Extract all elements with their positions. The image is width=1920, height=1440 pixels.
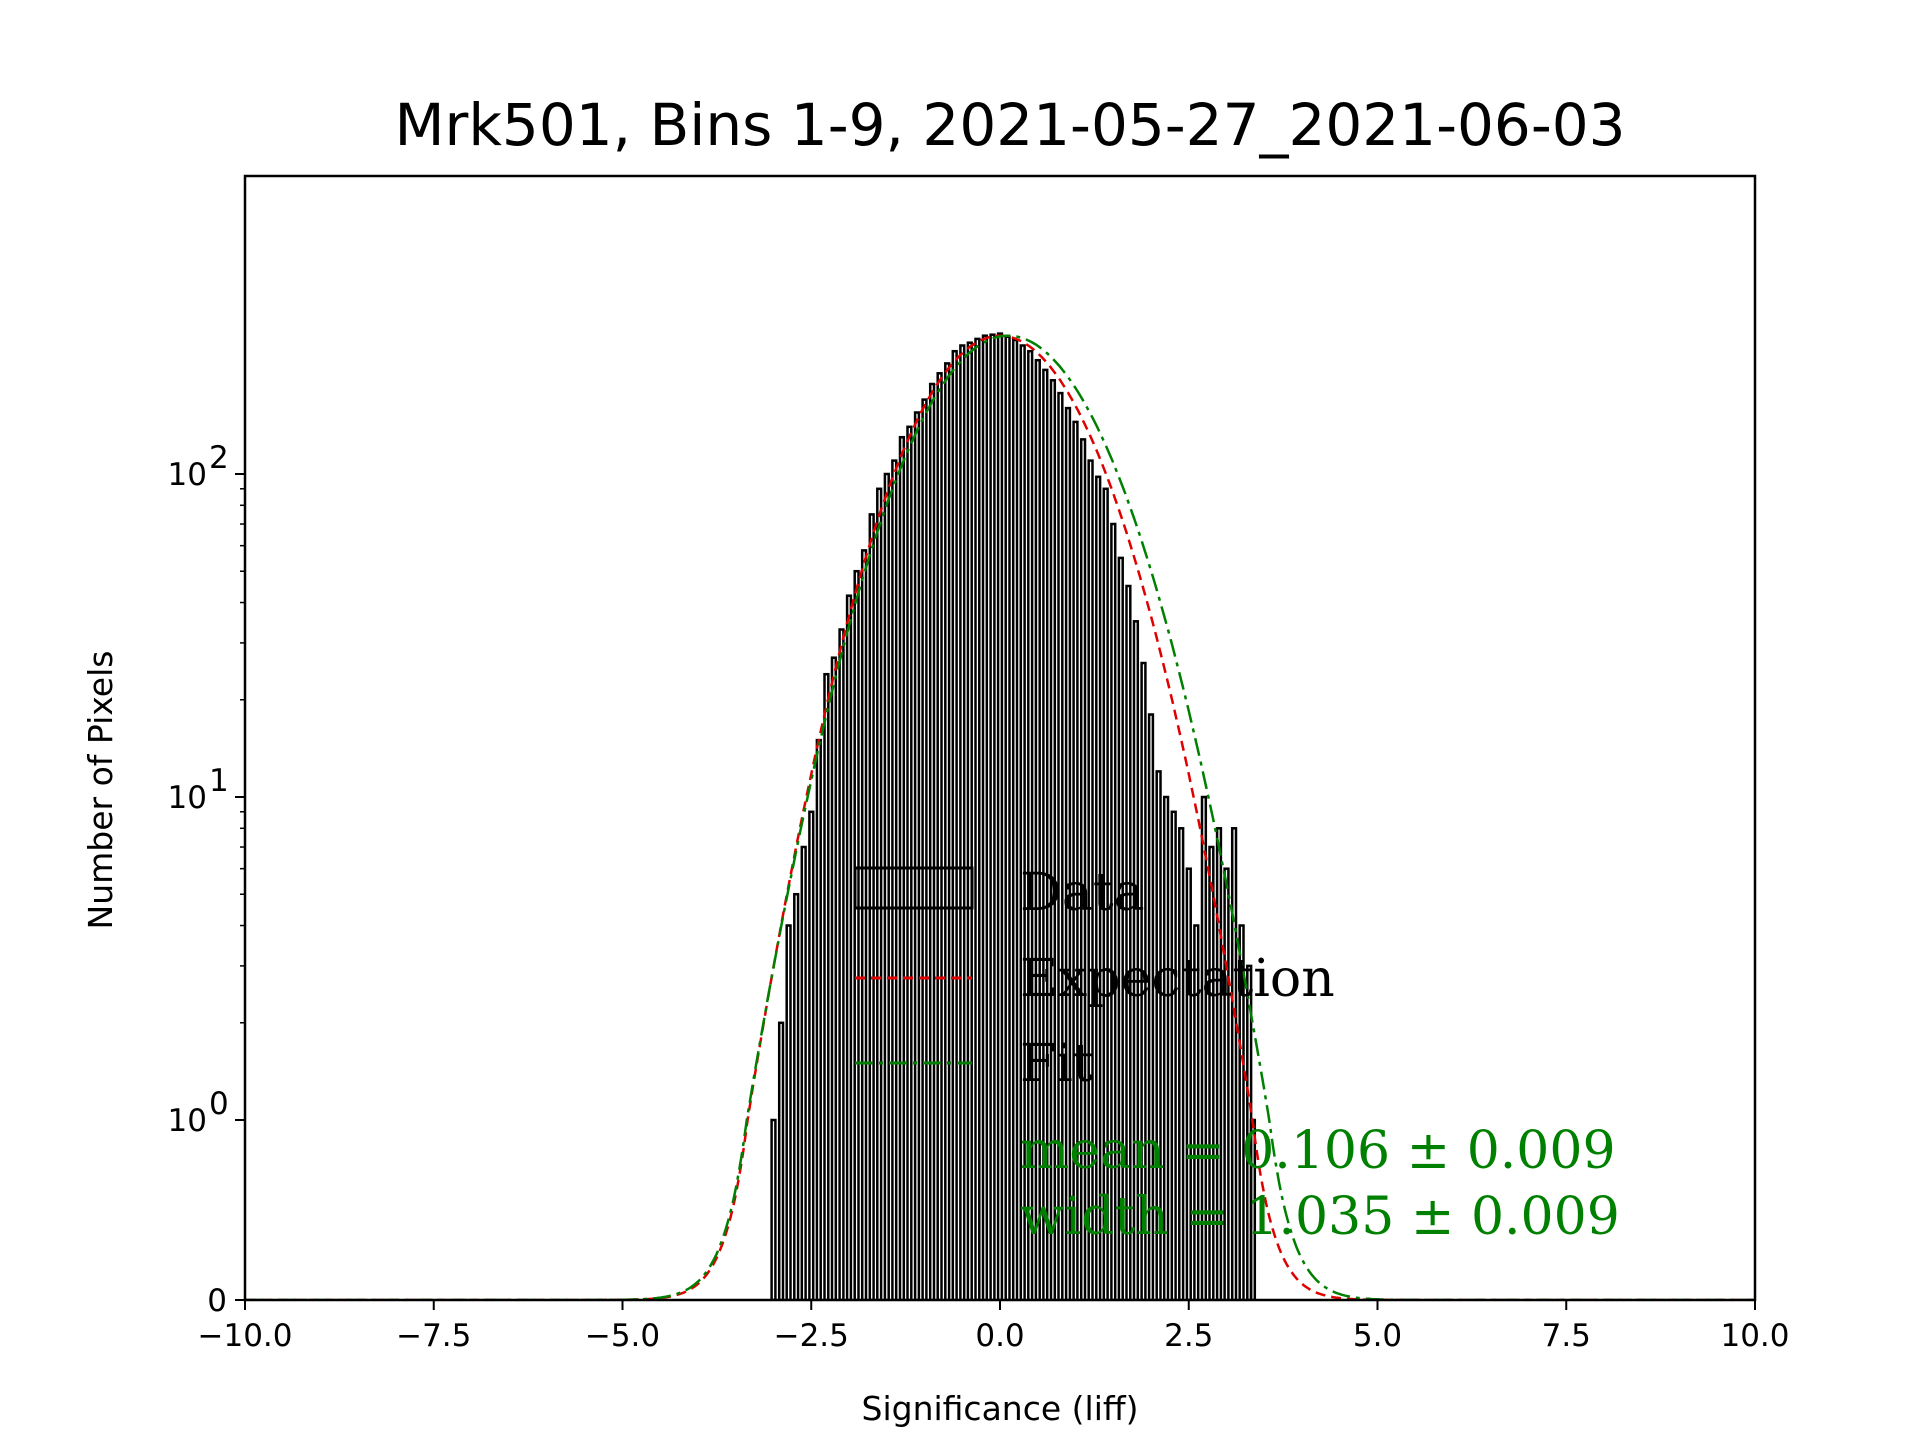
histogram-bar [838, 628, 845, 1300]
histogram-bar [1125, 584, 1132, 1300]
histogram-bar [815, 738, 822, 1300]
histogram-bar [1110, 522, 1117, 1300]
histogram-bar [959, 344, 966, 1300]
histogram-bar [1140, 661, 1147, 1300]
histogram-bar [1057, 391, 1064, 1300]
histogram-bar [1178, 827, 1185, 1300]
histogram-bar [1019, 344, 1026, 1300]
histogram-bar [1162, 795, 1170, 1300]
legend-swatch-data [853, 866, 974, 910]
legend-label-fit: Fit [1020, 1034, 1094, 1094]
histogram-bar [785, 924, 792, 1300]
histogram-bar [860, 549, 868, 1300]
histogram-bar [1027, 349, 1034, 1300]
histogram-bar [1215, 827, 1223, 1300]
histogram-bar [928, 382, 936, 1300]
x-tick-label: 10.0 [1720, 1318, 1789, 1354]
y-tick-exponent: 0 [209, 1086, 229, 1122]
histogram-bar [777, 1021, 785, 1300]
histogram-bar [981, 334, 989, 1300]
histogram-bar [951, 349, 958, 1300]
histogram-bar [891, 459, 898, 1300]
histogram-bar [1193, 924, 1200, 1300]
legend: Data Expectation Fit [853, 863, 1335, 1094]
histogram-bar [1102, 487, 1109, 1300]
x-tick-label: −2.5 [774, 1318, 849, 1354]
x-tick-label: 7.5 [1542, 1318, 1591, 1354]
legend-label-data: Data [1020, 863, 1145, 923]
histogram-bar [1200, 795, 1208, 1300]
histogram-bar [1095, 475, 1102, 1300]
histogram-bar [853, 569, 860, 1300]
y-tick-label: 10 [168, 1103, 207, 1139]
histogram-bar [1087, 459, 1094, 1300]
histogram-bar [1208, 845, 1215, 1300]
histogram-bar [1064, 406, 1072, 1300]
chart-title: Mrk501, Bins 1-9, 2021-05-27_2021-06-03 [394, 91, 1625, 159]
histogram-bar [966, 341, 973, 1300]
y-tick-exponent: 2 [209, 440, 229, 476]
y-tick-label: 10 [168, 457, 207, 493]
histogram-bar [830, 656, 838, 1300]
histogram-bar [974, 337, 981, 1300]
x-tick-label: −10.0 [198, 1318, 293, 1354]
x-tick-label: 2.5 [1164, 1318, 1213, 1354]
histogram-bar [1223, 867, 1230, 1300]
histogram-bar [936, 372, 943, 1300]
histogram-bar [1034, 358, 1041, 1300]
x-tick-label: −5.0 [585, 1318, 660, 1354]
histogram-bar [1147, 713, 1155, 1300]
y-axis-label: Number of Pixels [81, 651, 120, 930]
histogram-bar [845, 594, 853, 1300]
histogram-bar [1230, 827, 1238, 1300]
histogram-bar [800, 845, 807, 1300]
histogram-bar [1238, 924, 1245, 1300]
x-tick-label: −7.5 [396, 1318, 471, 1354]
fit-width-annotation: width = 1.035 ± 0.009 [1020, 1187, 1620, 1247]
histogram-bar [1170, 810, 1177, 1300]
histogram-bar [883, 472, 890, 1300]
x-tick-label: 0.0 [975, 1318, 1024, 1354]
histogram-bar [808, 810, 815, 1300]
histogram-bar [989, 333, 996, 1300]
histogram-bar [770, 1118, 777, 1300]
x-axis: −10.0 −7.5 −5.0 −2.5 0.0 2.5 5.0 7.5 10.0 [198, 1300, 1790, 1354]
legend-label-expectation: Expectation [1020, 949, 1335, 1009]
histogram-bar [944, 362, 951, 1300]
histogram-bar [1155, 770, 1162, 1300]
histogram-bar [921, 398, 928, 1300]
fit-mean-annotation: mean = 0.106 ± 0.009 [1020, 1121, 1616, 1181]
histogram-bar [793, 892, 800, 1300]
histogram-bar [913, 411, 921, 1300]
x-axis-label: Significance (liff) [862, 1389, 1139, 1428]
fit-curve [245, 334, 1755, 1300]
histogram-bar [1011, 338, 1019, 1300]
y-tick-exponent: 1 [209, 763, 229, 799]
histogram-bar [1117, 556, 1124, 1300]
histogram-bar [876, 487, 883, 1300]
histogram-bar [1049, 379, 1057, 1300]
histogram-bar [906, 425, 913, 1300]
y-tick-label: 0 [207, 1283, 227, 1319]
y-tick-label: 10 [168, 780, 207, 816]
x-tick-label: 5.0 [1353, 1318, 1402, 1354]
histogram-bar [1185, 867, 1192, 1300]
histogram-bar [1132, 620, 1140, 1300]
histogram-bar [996, 332, 1004, 1300]
histogram-bar [1004, 335, 1011, 1300]
histogram-bar [823, 672, 830, 1300]
